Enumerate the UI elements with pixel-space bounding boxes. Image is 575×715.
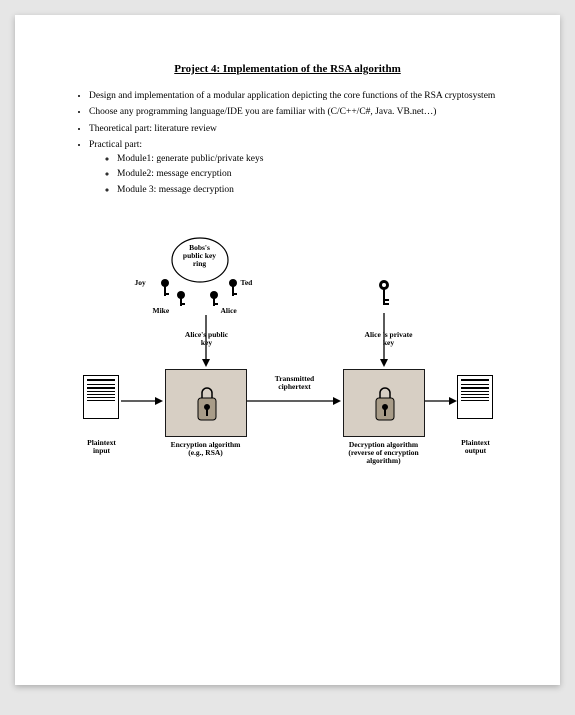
- lock-icon: [194, 384, 220, 424]
- plaintext-input-icon: [83, 375, 119, 419]
- private-key-icon: [374, 277, 394, 311]
- bullet-label: Practical part:: [89, 140, 142, 150]
- bullet-item: Choose any programming language/IDE you …: [89, 105, 504, 119]
- bullet-list: Design and implementation of a modular a…: [71, 89, 504, 197]
- rsa-diagram: Bobs's public key ring Joy Ted Mike Alic…: [73, 235, 503, 535]
- keyring-label: Bobs's public key ring: [176, 244, 224, 269]
- plaintext-output-label: Plaintext output: [451, 439, 501, 456]
- keys-icon: [151, 273, 251, 309]
- bullet-item: Theoretical part: literature review: [89, 122, 504, 136]
- mike-label: Mike: [153, 307, 170, 315]
- joy-label: Joy: [135, 279, 146, 287]
- transmitted-label: Transmitted ciphertext: [263, 375, 327, 392]
- arrow-out: [425, 395, 459, 407]
- document-page: Project 4: Implementation of the RSA alg…: [15, 15, 560, 685]
- arrow-ciphertext: [247, 395, 343, 407]
- page-title: Project 4: Implementation of the RSA alg…: [71, 63, 504, 75]
- sub-item: Module 3: message decryption: [117, 183, 504, 197]
- encryption-box: [165, 369, 247, 437]
- plaintext-output-icon: [457, 375, 493, 419]
- encryption-label: Encryption algorithm (e.g., RSA): [153, 441, 259, 458]
- decryption-label: Decryption algorithm (reverse of encrypt…: [329, 441, 439, 466]
- sub-item: Module1: generate public/private keys: [117, 152, 504, 166]
- arrow-in: [121, 395, 165, 407]
- lock-icon: [372, 384, 398, 424]
- sub-list: Module1: generate public/private keys Mo…: [89, 152, 504, 197]
- ted-label: Ted: [241, 279, 253, 287]
- plaintext-input-label: Plaintext input: [77, 439, 127, 456]
- alice-public-label: Alice's public key: [177, 331, 237, 348]
- sub-item: Module2: message encryption: [117, 167, 504, 181]
- alice-label: Alice: [221, 307, 237, 315]
- bullet-item: Design and implementation of a modular a…: [89, 89, 504, 103]
- bullet-item: Practical part: Module1: generate public…: [89, 138, 504, 197]
- decryption-box: [343, 369, 425, 437]
- alice-private-label: Alice 's private key: [359, 331, 419, 348]
